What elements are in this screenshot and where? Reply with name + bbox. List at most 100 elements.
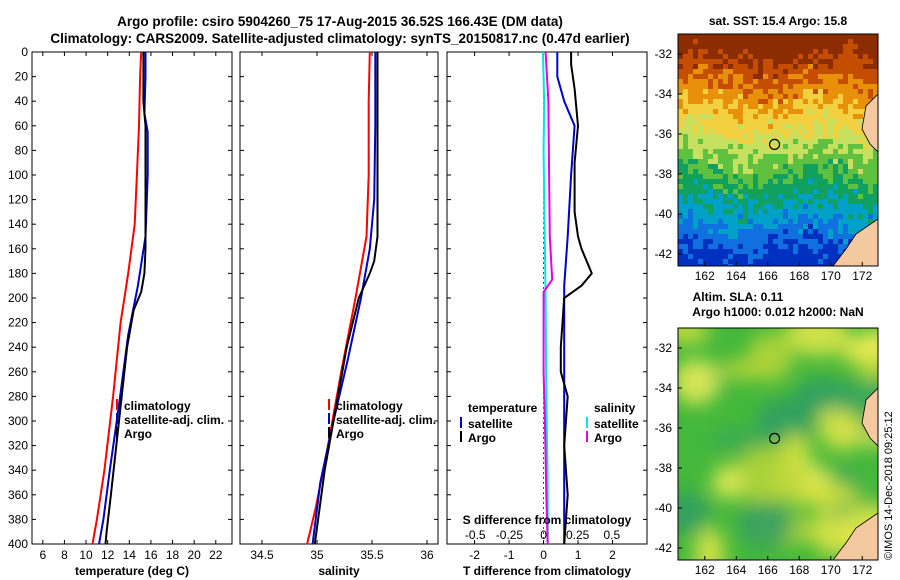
sst-cell xyxy=(738,79,743,84)
sst-cell xyxy=(863,104,868,109)
sst-cell xyxy=(718,219,723,224)
sst-cell xyxy=(718,239,723,244)
sst-cell xyxy=(788,134,793,139)
sst-cell xyxy=(678,179,683,184)
sst-cell xyxy=(798,194,803,199)
sst-cell xyxy=(713,34,718,39)
sst-cell xyxy=(818,59,823,64)
sst-cell xyxy=(848,199,853,204)
sst-cell xyxy=(738,99,743,104)
sst-cell xyxy=(758,229,763,234)
sst-cell xyxy=(723,159,728,164)
sal-legend-label-1: satellite-adj. clim. xyxy=(336,413,436,427)
sst-cell xyxy=(698,169,703,174)
sst-cell xyxy=(813,204,818,209)
sst-cell xyxy=(728,109,733,114)
sst-cell xyxy=(698,209,703,214)
sst-cell xyxy=(838,99,843,104)
sst-cell xyxy=(693,149,698,154)
sst-cell xyxy=(743,99,748,104)
sst-cell xyxy=(693,94,698,99)
sst-cell xyxy=(678,184,683,189)
sst-cell xyxy=(803,139,808,144)
sst-cell xyxy=(713,199,718,204)
sst-cell xyxy=(798,199,803,204)
sst-cell xyxy=(828,149,833,154)
sst-cell xyxy=(753,134,758,139)
sst-cell xyxy=(853,99,858,104)
salinity-diff-axis-label: S difference from climatology xyxy=(463,513,632,527)
sst-cell xyxy=(758,89,763,94)
sst-cell xyxy=(718,69,723,74)
sst-cell xyxy=(728,214,733,219)
sst-cell xyxy=(828,259,833,264)
temperature-x-tick-label: 6 xyxy=(39,548,46,562)
sst-cell xyxy=(858,64,863,69)
sst-cell xyxy=(698,109,703,114)
sst-cell xyxy=(728,209,733,214)
sst-cell xyxy=(828,194,833,199)
sst-cell xyxy=(768,114,773,119)
sst-cell xyxy=(823,159,828,164)
sst-cell xyxy=(678,249,683,254)
sst-cell xyxy=(718,254,723,259)
sst-cell xyxy=(773,144,778,149)
sst-cell xyxy=(823,254,828,259)
sst-cell xyxy=(838,244,843,249)
sst-cell xyxy=(848,164,853,169)
sst-cell xyxy=(823,174,828,179)
sst-cell xyxy=(838,249,843,254)
sst-cell xyxy=(808,64,813,69)
sst-cell xyxy=(753,49,758,54)
sst-cell xyxy=(738,229,743,234)
sst-cell xyxy=(748,74,753,79)
sst-cell xyxy=(703,179,708,184)
sst-cell xyxy=(708,154,713,159)
temperature-plot-frame xyxy=(31,51,233,545)
sst-cell xyxy=(748,59,753,64)
sst-cell xyxy=(788,114,793,119)
sst-cell xyxy=(738,129,743,134)
sst-cell xyxy=(728,94,733,99)
sst-cell xyxy=(813,34,818,39)
sst-cell xyxy=(773,164,778,169)
sst-cell xyxy=(838,34,843,39)
sst-cell xyxy=(678,89,683,94)
sst-cell xyxy=(843,189,848,194)
sst-cell xyxy=(793,194,798,199)
sst-cell xyxy=(783,54,788,59)
sst-cell xyxy=(758,249,763,254)
sst-cell xyxy=(773,84,778,89)
depth-tick-label: 340 xyxy=(8,463,28,477)
sst-cell xyxy=(738,179,743,184)
sst-cell xyxy=(848,204,853,209)
sst-north-island-land xyxy=(861,93,878,153)
sst-cell xyxy=(848,234,853,239)
sst-cell xyxy=(788,64,793,69)
sst-cell xyxy=(833,94,838,99)
sst-cell xyxy=(678,59,683,64)
sst-cell xyxy=(683,49,688,54)
sst-cell xyxy=(718,139,723,144)
sst-cell xyxy=(838,169,843,174)
sst-cell xyxy=(758,149,763,154)
sst-cell xyxy=(848,49,853,54)
sst-cell xyxy=(798,159,803,164)
sst-cell xyxy=(728,74,733,79)
sst-cell xyxy=(728,179,733,184)
sst-cell xyxy=(778,224,783,229)
sst-cell xyxy=(768,174,773,179)
sst-cell xyxy=(758,254,763,259)
sst-cell xyxy=(823,144,828,149)
sst-cell xyxy=(803,79,808,84)
sst-cell xyxy=(813,149,818,154)
sst-cell xyxy=(678,84,683,89)
sst-cell xyxy=(688,204,693,209)
sst-cell xyxy=(758,119,763,124)
sst-cell xyxy=(778,164,783,169)
sst-cell xyxy=(843,94,848,99)
sla-anomaly-blob xyxy=(779,433,813,470)
sst-cell xyxy=(743,119,748,124)
sst-cell xyxy=(708,59,713,64)
sst-cell xyxy=(758,224,763,229)
